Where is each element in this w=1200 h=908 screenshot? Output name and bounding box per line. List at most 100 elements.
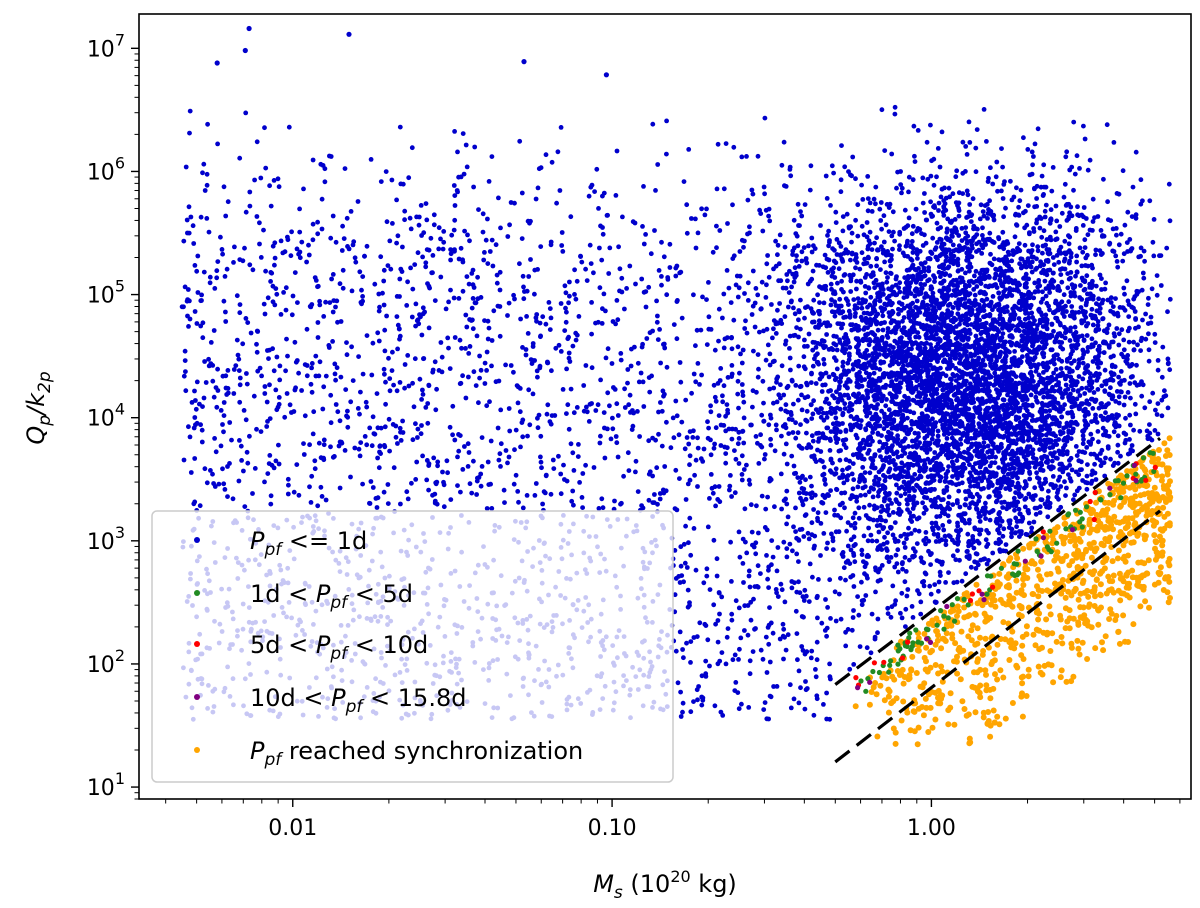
data-point [289, 229, 294, 235]
data-point [731, 317, 737, 323]
data-point [1167, 218, 1173, 224]
data-point [795, 657, 800, 663]
data-point [763, 357, 769, 363]
data-point [691, 699, 696, 704]
data-point [462, 444, 467, 449]
data-point [321, 384, 327, 390]
data-point [326, 343, 332, 348]
data-point [867, 502, 872, 508]
data-point [397, 333, 403, 339]
data-point [760, 656, 766, 662]
data-point [1113, 253, 1119, 259]
data-point [632, 344, 637, 350]
data-point [1149, 286, 1155, 292]
data-point [362, 253, 367, 259]
data-point [753, 434, 759, 439]
data-point [890, 209, 896, 215]
data-point [565, 402, 571, 408]
data-point [408, 265, 413, 271]
data-point [335, 409, 341, 415]
data-point [503, 448, 509, 453]
data-point [711, 445, 717, 451]
data-point [573, 337, 579, 343]
data-point [782, 599, 788, 605]
data-point [720, 315, 725, 321]
data-point [558, 125, 564, 130]
data-point [633, 458, 639, 464]
data-point [680, 709, 685, 715]
data-point [1121, 337, 1127, 343]
data-point [715, 381, 721, 386]
data-point [197, 503, 203, 509]
data-point [328, 235, 334, 241]
data-point [410, 380, 415, 386]
data-point [659, 239, 664, 245]
data-point [883, 518, 888, 524]
data-point [599, 496, 605, 502]
data-point [1024, 222, 1030, 228]
data-point [967, 517, 972, 523]
data-point [490, 263, 496, 269]
data-point [353, 259, 359, 265]
data-point [352, 445, 358, 451]
data-point [852, 559, 858, 565]
data-point [185, 297, 191, 303]
data-point [211, 394, 217, 400]
data-point [732, 652, 738, 658]
data-point [758, 571, 763, 576]
data-point [1088, 431, 1094, 437]
data-point [781, 626, 787, 632]
data-point [472, 144, 478, 150]
data-point [855, 594, 860, 599]
data-point [682, 446, 688, 452]
data-point [210, 378, 216, 384]
data-point [898, 610, 903, 616]
data-point [394, 294, 400, 299]
data-point [810, 438, 816, 444]
data-point [787, 682, 793, 688]
data-point [254, 214, 260, 219]
data-point [254, 139, 260, 145]
data-point [423, 405, 429, 410]
data-point [276, 442, 281, 448]
data-point [882, 490, 888, 496]
data-point [359, 287, 364, 293]
data-point [532, 267, 538, 273]
data-point [1108, 300, 1114, 305]
data-point [1018, 187, 1024, 193]
data-point [573, 330, 579, 336]
data-point [845, 543, 851, 549]
data-point [863, 593, 869, 598]
data-point [322, 179, 328, 185]
data-point [383, 401, 388, 407]
data-point [838, 177, 844, 183]
data-point [1029, 525, 1035, 531]
data-point [377, 444, 383, 449]
data-point [627, 392, 633, 398]
data-point [553, 345, 559, 351]
data-point [400, 244, 405, 250]
data-point [859, 547, 865, 553]
data-point [765, 494, 770, 500]
data-point [265, 419, 270, 424]
data-point [693, 567, 699, 573]
data-point [695, 361, 701, 366]
data-point [802, 315, 807, 321]
data-point [248, 330, 254, 336]
data-point [426, 383, 432, 389]
data-point [397, 124, 403, 130]
data-point [440, 469, 445, 475]
data-point [885, 611, 891, 616]
data-point [695, 484, 700, 489]
data-point [538, 334, 543, 340]
data-point [443, 306, 449, 312]
data-point [470, 267, 476, 273]
data-point [1167, 296, 1173, 302]
data-point [530, 391, 536, 397]
data-point [530, 341, 536, 346]
data-point [688, 552, 694, 558]
data-point [222, 274, 228, 279]
data-point [395, 441, 400, 446]
data-point [274, 291, 280, 297]
data-point [706, 326, 712, 332]
